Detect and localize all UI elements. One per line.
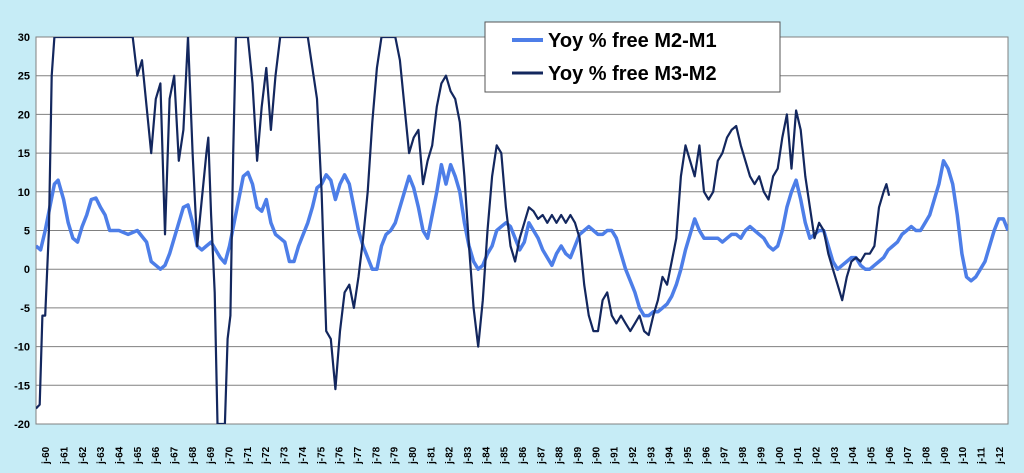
y-tick-label: -10	[14, 342, 30, 354]
x-tick-label: j-04	[848, 446, 859, 465]
x-tick-label: j-05	[866, 446, 877, 465]
x-tick-label: j-98	[738, 446, 749, 465]
y-tick-label: -20	[14, 419, 30, 431]
x-tick-label: j-62	[78, 446, 89, 465]
x-tick-label: j-96	[701, 446, 712, 465]
x-tick-label: j-12	[995, 446, 1006, 465]
x-tick-label: j-63	[96, 446, 107, 465]
x-tick-label: j-71	[243, 446, 254, 465]
x-tick-label: j-84	[481, 446, 492, 465]
x-tick-label: j-99	[756, 446, 767, 465]
x-tick-label: j-75	[316, 446, 327, 465]
x-tick-label: j-10	[958, 446, 969, 465]
y-tick-label: 30	[18, 32, 30, 44]
x-tick-label: j-95	[683, 446, 694, 465]
x-tick-label: j-06	[885, 446, 896, 465]
x-tick-label: j-88	[555, 446, 566, 465]
x-tick-label: j-68	[188, 446, 199, 465]
x-tick-label: j-74	[298, 446, 309, 465]
x-tick-label: j-79	[390, 446, 401, 465]
x-tick-label: j-70	[225, 446, 236, 465]
y-tick-label: 0	[24, 264, 30, 276]
x-tick-label: j-77	[353, 446, 364, 465]
x-tick-label: j-83	[463, 446, 474, 465]
x-tick-label: j-67	[170, 446, 181, 465]
x-tick-label: j-86	[518, 446, 529, 465]
legend-label-m2-m1: Yoy % free M2-M1	[548, 30, 717, 52]
x-tick-label: j-64	[115, 446, 126, 465]
x-tick-label: j-89	[573, 446, 584, 465]
x-tick-label: j-90	[591, 446, 602, 465]
x-tick-label: j-87	[536, 446, 547, 465]
x-tick-label: j-01	[793, 446, 804, 465]
legend: Yoy % free M2-M1 Yoy % free M3-M2	[484, 21, 781, 93]
x-tick-label: j-02	[811, 446, 822, 465]
legend-box	[484, 21, 781, 93]
x-tick-label: j-85	[500, 446, 511, 465]
x-tick-label: j-07	[903, 446, 914, 465]
legend-label-m3-m2: Yoy % free M3-M2	[548, 63, 717, 85]
y-tick-label: 10	[18, 187, 30, 199]
y-tick-label: 15	[18, 148, 30, 160]
x-tick-label: j-73	[280, 446, 291, 465]
x-tick-label: j-66	[151, 446, 162, 465]
y-tick-label: 20	[18, 109, 30, 121]
x-tick-label: j-61	[60, 446, 71, 465]
series-line-m3-m2	[36, 37, 891, 424]
y-tick-label: 25	[18, 71, 30, 83]
x-tick-label: j-93	[646, 446, 657, 465]
x-tick-label: j-76	[335, 446, 346, 465]
x-tick-label: j-60	[41, 446, 52, 465]
y-tick-label: -15	[14, 380, 30, 392]
x-tick-label: j-65	[133, 446, 144, 465]
x-tick-label: j-80	[408, 446, 419, 465]
x-tick-label: j-97	[720, 446, 731, 465]
x-tick-label: j-08	[921, 446, 932, 465]
x-tick-label: j-11	[976, 447, 987, 465]
x-tick-label: j-91	[610, 446, 621, 465]
x-tick-label: j-72	[261, 446, 272, 465]
x-tick-label: j-00	[775, 446, 786, 465]
y-tick-label: 5	[24, 226, 30, 238]
x-tick-label: j-92	[628, 446, 639, 465]
x-tick-label: j-81	[426, 446, 437, 465]
x-tick-label: j-78	[371, 446, 382, 465]
x-tick-label: j-69	[206, 446, 217, 465]
x-tick-label: j-94	[665, 446, 676, 465]
y-tick-label: -5	[20, 303, 30, 315]
x-tick-label: j-82	[445, 446, 456, 465]
x-tick-label: j-09	[940, 446, 951, 465]
x-tick-label: j-03	[830, 446, 841, 465]
